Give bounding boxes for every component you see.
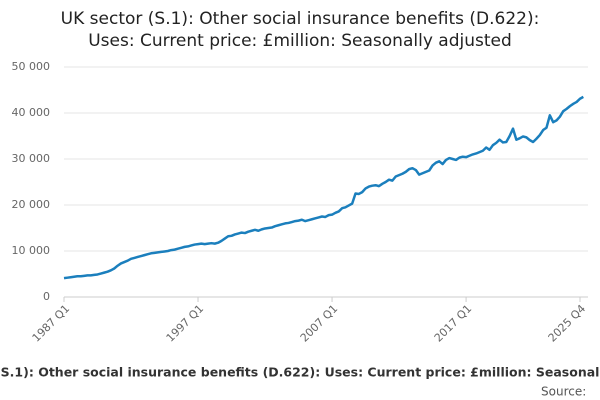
y-tick-label: 30 000 [12,152,51,165]
y-tick-label: 50 000 [12,60,51,73]
x-tick-label: 2007 Q1 [298,302,341,345]
x-tick-label: 1997 Q1 [164,302,207,345]
chart-title: Uses: Current price: £million: Seasonall… [88,31,512,51]
legend-entry: UK sector (S.1): Other social insurance … [0,365,600,380]
chart-title: UK sector (S.1): Other social insurance … [61,9,540,29]
y-tick-label: 40 000 [12,106,51,119]
y-tick-label: 0 [43,290,50,303]
x-tick-label: 2017 Q1 [432,302,475,345]
source-label: Source: [541,385,586,399]
x-tick-label: 1987 Q1 [30,302,73,345]
data-line [63,95,584,280]
y-tick-label: 20 000 [12,198,51,211]
x-tick-label: 2025 Q4 [546,302,589,345]
y-tick-label: 10 000 [12,244,51,257]
